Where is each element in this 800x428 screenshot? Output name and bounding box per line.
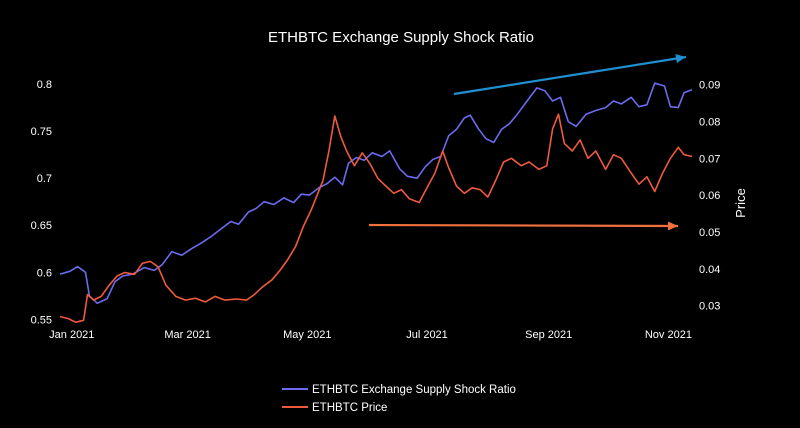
- x-tick-label: Jul 2021: [406, 329, 448, 341]
- series-line-ratio: [59, 82, 693, 305]
- series-line-price: [59, 113, 693, 324]
- y-right-tick-label: 0.09: [699, 80, 720, 92]
- y-axis-right: 0.03 0.04 0.05 0.06 0.07 0.08 0.09: [699, 80, 720, 313]
- y-right-tick-label: 0.04: [699, 264, 720, 276]
- annotation-layer: [368, 54, 687, 231]
- y-right-tick-label: 0.07: [699, 153, 720, 165]
- trend-arrow-flat-icon: [368, 221, 679, 231]
- x-tick-label: Mar 2021: [164, 329, 210, 341]
- legend-label-ratio: ETHBTC Exchange Supply Shock Ratio: [312, 384, 516, 396]
- x-tick-label: Sep 2021: [525, 329, 572, 341]
- y-axis-right-label: Price: [733, 188, 748, 218]
- y-left-tick-label: 0.65: [31, 220, 52, 232]
- series-layer: [59, 82, 693, 324]
- legend-item-ratio[interactable]: ETHBTC Exchange Supply Shock Ratio: [282, 384, 516, 396]
- y-axis-left: 0.55 0.6 0.65 0.7 0.75 0.8: [31, 79, 52, 326]
- x-tick-label: May 2021: [283, 329, 331, 341]
- x-tick-label: Nov 2021: [645, 329, 692, 341]
- x-axis: Jan 2021 Mar 2021 May 2021 Jul 2021 Sep 2021…: [49, 329, 692, 341]
- legend: ETHBTC Exchange Supply Shock Ratio ETHBT…: [282, 384, 516, 414]
- y-right-tick-label: 0.05: [699, 227, 720, 239]
- plot-area: [59, 54, 693, 324]
- legend-item-price[interactable]: ETHBTC Price: [282, 402, 387, 414]
- y-left-tick-label: 0.7: [37, 173, 52, 185]
- y-left-tick-label: 0.75: [31, 126, 52, 138]
- y-right-tick-label: 0.08: [699, 117, 720, 129]
- y-left-tick-label: 0.6: [37, 267, 52, 279]
- y-left-tick-label: 0.8: [37, 79, 52, 91]
- y-right-tick-label: 0.06: [699, 190, 720, 202]
- x-tick-label: Jan 2021: [49, 329, 94, 341]
- y-right-tick-label: 0.03: [699, 301, 720, 313]
- trend-arrow-up-icon: [453, 54, 687, 96]
- plot-background: [60, 58, 692, 324]
- chart-title: ETHBTC Exchange Supply Shock Ratio: [268, 29, 534, 46]
- legend-label-price: ETHBTC Price: [312, 402, 387, 414]
- y-left-tick-label: 0.55: [31, 314, 52, 326]
